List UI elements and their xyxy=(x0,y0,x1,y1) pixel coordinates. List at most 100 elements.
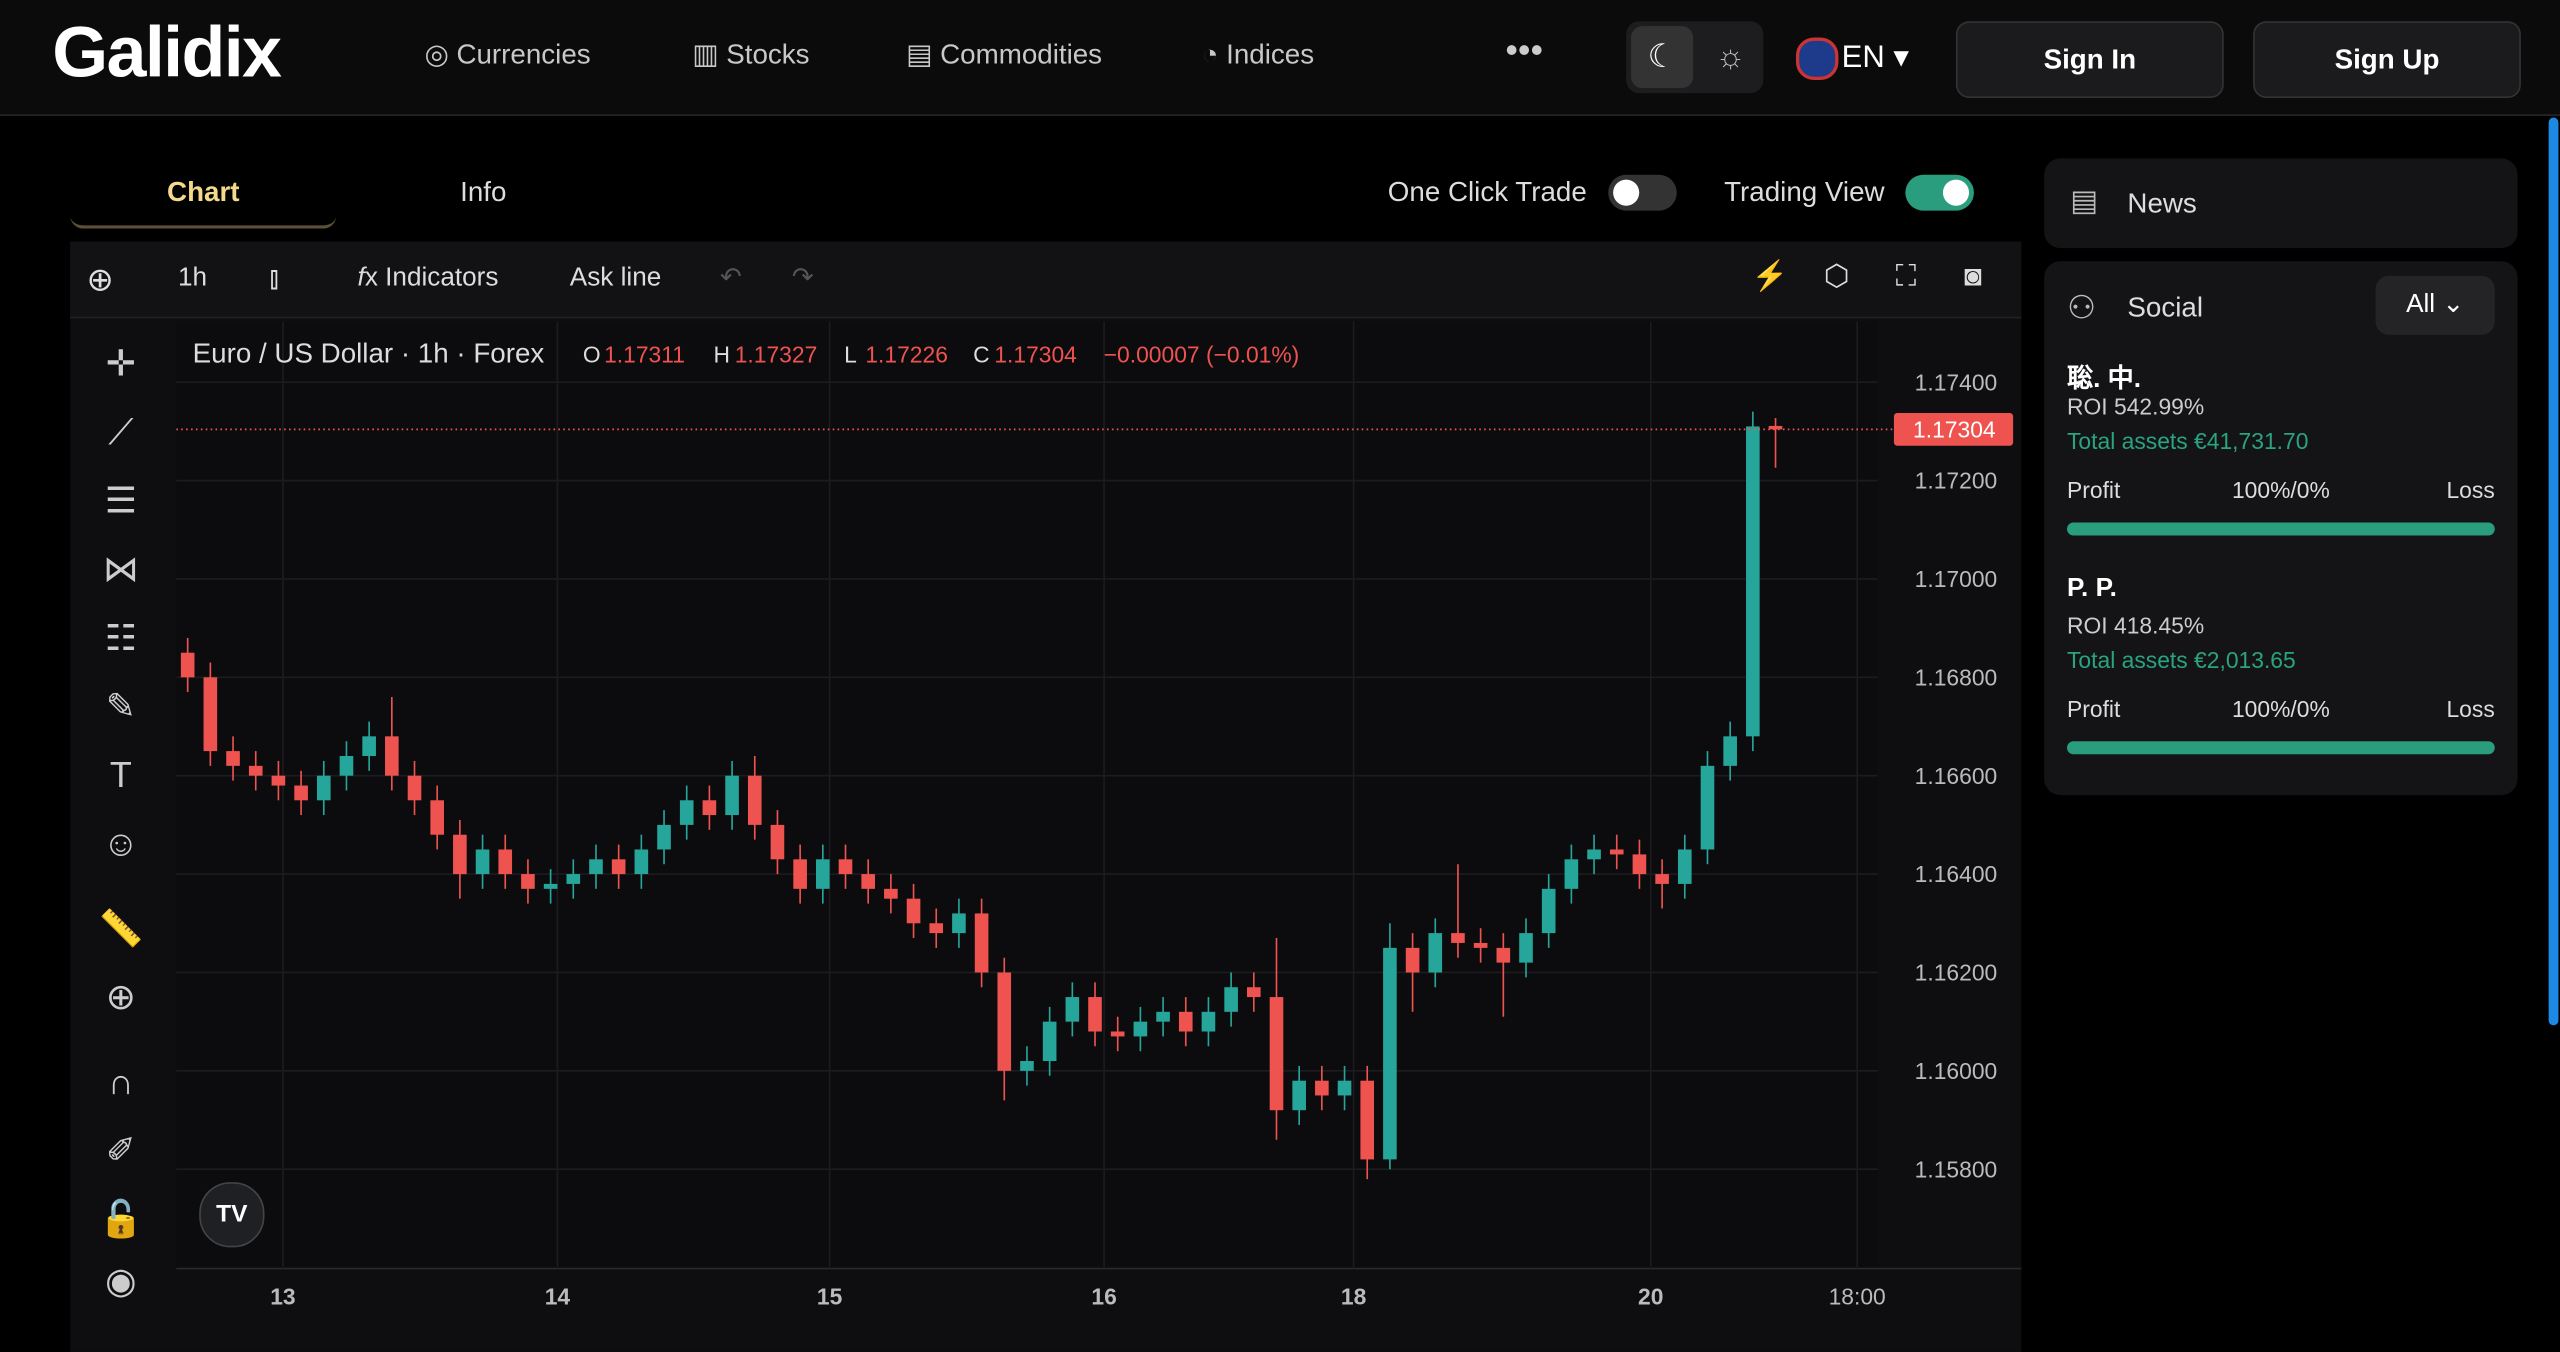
candle-body xyxy=(430,800,444,835)
x-tick-label: 14 xyxy=(545,1284,571,1310)
candle-body xyxy=(1746,426,1760,737)
tool[interactable]: ☺ xyxy=(102,822,140,864)
candle-body xyxy=(1156,1011,1170,1022)
tool[interactable]: 🔓 xyxy=(98,1198,144,1240)
news-card[interactable]: ▤ News xyxy=(2044,158,2518,249)
profit-label: Profit xyxy=(2066,695,2121,722)
candle-body xyxy=(952,913,966,934)
candle-body xyxy=(521,874,535,889)
tool[interactable]: ◉ xyxy=(105,1260,137,1302)
tv-logo[interactable]: TV xyxy=(199,1182,265,1248)
ohlc-value: 1.17311 xyxy=(604,341,685,367)
candle-body xyxy=(884,888,898,899)
news-label: News xyxy=(2127,187,2197,219)
candle-body xyxy=(1178,1011,1193,1032)
candle-body xyxy=(702,800,717,816)
candle-body xyxy=(793,859,807,889)
indicators-label: Indicators xyxy=(385,264,499,293)
screenshot[interactable]: ◙ xyxy=(1964,259,1982,293)
tool[interactable]: ⋈ xyxy=(102,548,139,590)
candle-body xyxy=(180,652,195,678)
x-tick-label: 20 xyxy=(1638,1284,1663,1310)
nav-currencies[interactable]: ◎ Currencies xyxy=(424,39,591,71)
tool[interactable]: ☰ xyxy=(104,480,137,521)
profit-ratio: 100%/0% xyxy=(2231,695,2330,722)
plot-area xyxy=(176,321,1878,1269)
candle-body xyxy=(1405,947,1420,973)
theme-switch[interactable]: ☾ ☼ xyxy=(1626,21,1764,94)
tool[interactable]: ☷ xyxy=(104,617,137,658)
social-filter[interactable]: All ⌄ xyxy=(2375,275,2495,335)
ask-line-button[interactable]: Ask line xyxy=(569,264,662,293)
candle-body xyxy=(1519,933,1533,963)
candle-body xyxy=(1768,425,1783,430)
language-label: EN xyxy=(1841,40,1885,76)
social-label: Social xyxy=(2127,292,2204,324)
candle-body xyxy=(1677,849,1692,884)
trader-name: P. P. xyxy=(2066,574,2117,603)
loss-label: Loss xyxy=(2446,695,2495,722)
one-click-toggle[interactable] xyxy=(1608,174,1677,211)
fullscreen[interactable]: ⛶ xyxy=(1895,259,1917,293)
trader-assets: Total assets €2,013.65 xyxy=(2066,646,2296,673)
more-menu[interactable]: ••• xyxy=(1505,29,1544,71)
x-tick-label: 18:00 xyxy=(1829,1284,1886,1310)
scrollbar[interactable] xyxy=(2548,117,2559,1026)
light-mode[interactable]: ☼ xyxy=(1715,39,1746,76)
candle-body xyxy=(1609,849,1624,855)
tool[interactable]: 📏 xyxy=(98,907,144,949)
nav-indices[interactable]: ◔ Indices xyxy=(1201,39,1315,71)
candle-body xyxy=(838,859,853,875)
chart-style[interactable]: ⫾ xyxy=(269,261,279,294)
indicators-button[interactable]: fx Indicators xyxy=(357,264,499,293)
interval[interactable]: 1h xyxy=(177,264,208,293)
toggle-label: Trading View xyxy=(1724,176,1885,208)
y-tick-label: 1.17400 xyxy=(1915,369,1998,395)
language[interactable]: EN ▾ xyxy=(1841,40,1910,76)
candle-body xyxy=(1042,1021,1057,1062)
trader-roi: ROI 542.99% xyxy=(2066,393,2205,420)
tool[interactable]: ✛ xyxy=(105,342,136,384)
tool[interactable]: ∩ xyxy=(107,1061,134,1103)
tab-info[interactable]: Info xyxy=(460,176,507,208)
candle-body xyxy=(1224,987,1238,1012)
sign-in-button[interactable]: Sign In xyxy=(1955,21,2224,98)
candle-body xyxy=(1632,854,1647,875)
dark-mode[interactable]: ☾ xyxy=(1631,26,1694,89)
add-symbol[interactable]: ⊕ xyxy=(86,262,114,299)
nav-label: Stocks xyxy=(726,39,810,71)
candle-body xyxy=(203,677,218,752)
candle-body xyxy=(1587,849,1601,860)
alert[interactable]: ⚡ xyxy=(1751,259,1789,293)
candle-body xyxy=(997,972,1012,1071)
y-tick-label: 1.16800 xyxy=(1915,664,1998,690)
redo[interactable]: ↷ xyxy=(791,264,814,293)
candle-body xyxy=(1360,1080,1375,1160)
profit-bar xyxy=(2066,522,2495,536)
candle-body xyxy=(1246,987,1261,998)
candle-body xyxy=(1428,933,1443,973)
brand[interactable]: Galidix xyxy=(52,13,282,94)
candle-body xyxy=(1723,736,1737,766)
candle-body xyxy=(407,775,422,801)
tab-chart[interactable]: Chart xyxy=(70,163,337,229)
nav-label: Commodities xyxy=(940,39,1103,71)
tool[interactable]: ⟋ xyxy=(108,411,134,453)
candle-body xyxy=(611,859,626,875)
loss-label: Loss xyxy=(2446,476,2495,503)
candle-body xyxy=(1337,1080,1352,1096)
settings[interactable]: ⬡ xyxy=(1823,259,1850,293)
trading-view-toggle[interactable] xyxy=(1905,174,1974,211)
nav-commodities[interactable]: ▤ Commodities xyxy=(906,39,1103,71)
candle-body xyxy=(385,736,399,776)
trader-roi: ROI 418.45% xyxy=(2066,612,2205,639)
tool[interactable]: ✎ xyxy=(105,685,136,727)
sign-up-button[interactable]: Sign Up xyxy=(2253,21,2521,98)
tool[interactable]: T xyxy=(109,754,132,796)
tool[interactable]: ✐ xyxy=(105,1129,136,1171)
tool[interactable]: ⊕ xyxy=(105,976,136,1018)
undo[interactable]: ↶ xyxy=(720,264,742,293)
nav-stocks[interactable]: ▥ Stocks xyxy=(692,39,810,71)
